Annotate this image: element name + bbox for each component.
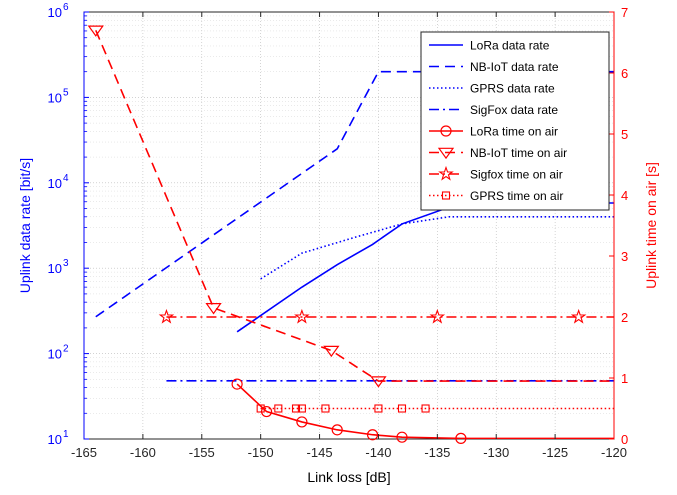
marker-sigfox-time-on-air [294, 308, 310, 324]
marker-layer [87, 25, 587, 444]
y-left-tick-exponent: 1 [63, 429, 69, 440]
y-left-tick-exponent: 3 [63, 258, 69, 269]
legend-label: SigFox data rate [470, 103, 558, 117]
marker-nb-iot-time-on-air [87, 25, 104, 37]
marker-lora-time-on-air [455, 432, 467, 444]
series-line-nb-iot-time-on-air [95, 29, 614, 382]
marker-gprs-time-on-air [297, 404, 306, 413]
x-tick-label: -125 [542, 445, 568, 460]
marker-gprs-time-on-air [274, 404, 283, 413]
marker-sigfox-time-on-air [429, 308, 446, 324]
y-left-tick-label: 10 [48, 261, 62, 276]
marker-gprs-time-on-air [291, 404, 301, 413]
x-tick-label: -140 [365, 445, 391, 460]
legend-label: GPRS data rate [470, 82, 555, 96]
marker-lora-time-on-air [331, 424, 343, 436]
legend-box [420, 31, 610, 211]
legend-marker [440, 125, 452, 137]
marker-nb-iot-time-on-air [205, 303, 222, 315]
marker-lora-time-on-air [231, 378, 243, 390]
x-tick-label: -165 [71, 445, 97, 460]
x-axis-label: Link loss [dB] [307, 469, 390, 485]
y-left-tick-exponent: 2 [63, 344, 69, 355]
marker-nb-iot-time-on-air [323, 345, 340, 358]
legend-marker [438, 165, 454, 181]
marker-lora-time-on-air [296, 416, 308, 428]
x-tick-label: -130 [483, 445, 509, 460]
marker-gprs-time-on-air [256, 404, 265, 413]
legend-marker [441, 191, 451, 200]
y-axis-left-label: Uplink data rate [bit/s] [17, 158, 33, 293]
series-line-lora-time-on-air [236, 383, 614, 439]
legend-label: Sigfox time on air [470, 168, 563, 182]
series-line-gprs-data-rate [260, 215, 614, 280]
y-right-tick-label: 3 [621, 249, 628, 264]
x-tick-label: -155 [189, 445, 215, 460]
y-right-tick-label: 0 [621, 432, 628, 447]
y-left-tick-exponent: 5 [63, 87, 69, 98]
y-left-tick-label: 10 [48, 347, 62, 362]
y-left-tick-label: 10 [48, 432, 62, 447]
legend-marker [437, 147, 455, 160]
legend-label: LoRa time on air [470, 125, 558, 139]
series-line-lora-data-rate [236, 202, 614, 333]
legend-label: LoRa data rate [470, 39, 550, 53]
y-right-tick-label: 1 [621, 371, 628, 386]
legend-label: NB-IoT time on air [470, 146, 567, 160]
x-tick-label: -145 [307, 445, 333, 460]
y-right-tick-label: 2 [621, 310, 628, 325]
legend-label: GPRS time on air [470, 189, 563, 203]
marker-sigfox-time-on-air [158, 308, 175, 324]
marker-gprs-time-on-air [321, 404, 330, 413]
y-right-tick-label: 5 [621, 127, 628, 142]
marker-sigfox-time-on-air [570, 308, 587, 324]
marker-gprs-time-on-air [374, 404, 383, 413]
y-right-tick-label: 7 [621, 5, 628, 20]
marker-gprs-time-on-air [421, 404, 430, 413]
x-tick-label: -135 [424, 445, 450, 460]
legend: LoRa data rate NB-IoT data rate GPRS data … [420, 31, 610, 211]
x-tick-label: -160 [130, 445, 156, 460]
y-left-tick-label: 10 [48, 176, 62, 191]
marker-lora-time-on-air [366, 429, 379, 441]
axes: -165 -160 -155 -150 -145 -140 -135 -130 -125 -120… [48, 2, 629, 460]
legend-label: NB-IoT data rate [470, 60, 559, 74]
y-left-tick-exponent: 4 [63, 173, 69, 184]
marker-gprs-time-on-air [397, 404, 407, 413]
x-tick-label: -120 [601, 445, 627, 460]
y-left-tick-label: 10 [48, 90, 62, 105]
y-right-tick-label: 6 [621, 66, 628, 81]
marker-lora-time-on-air [396, 431, 408, 443]
x-tick-label: -150 [248, 445, 274, 460]
y-right-tick-label: 4 [621, 188, 628, 203]
marker-nb-iot-time-on-air [370, 376, 387, 388]
y-left-tick-label: 10 [48, 5, 62, 20]
y-axis-right-label: Uplink time on air [s] [643, 162, 659, 289]
y-left-tick-exponent: 6 [63, 2, 69, 13]
